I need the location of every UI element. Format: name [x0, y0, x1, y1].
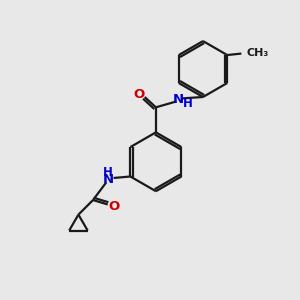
Text: N: N	[172, 93, 184, 106]
Text: N: N	[103, 173, 114, 186]
Text: H: H	[183, 97, 193, 110]
Text: CH₃: CH₃	[246, 48, 268, 58]
Text: O: O	[134, 88, 145, 101]
Text: H: H	[103, 166, 112, 179]
Text: O: O	[108, 200, 119, 213]
